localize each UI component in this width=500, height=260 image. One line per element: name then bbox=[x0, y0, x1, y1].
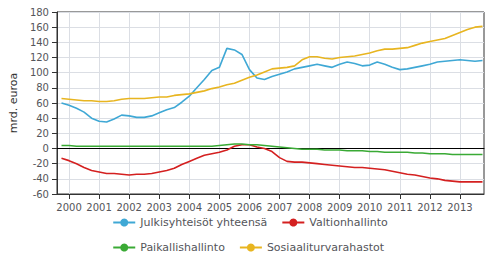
svg-text:2013: 2013 bbox=[447, 202, 472, 213]
svg-text:Paikallishallinto: Paikallishallinto bbox=[140, 241, 225, 254]
svg-text:2006: 2006 bbox=[237, 202, 262, 213]
svg-text:60: 60 bbox=[36, 98, 49, 109]
svg-text:2004: 2004 bbox=[177, 202, 202, 213]
svg-text:-60: -60 bbox=[33, 189, 49, 200]
svg-text:160: 160 bbox=[30, 22, 49, 33]
svg-text:Julkisyhteisöt yhteensä: Julkisyhteisöt yhteensä bbox=[139, 216, 267, 229]
svg-text:2005: 2005 bbox=[207, 202, 232, 213]
svg-text:2002: 2002 bbox=[116, 202, 141, 213]
svg-text:40: 40 bbox=[36, 113, 49, 124]
svg-text:140: 140 bbox=[30, 37, 49, 48]
svg-text:mrd. euroa: mrd. euroa bbox=[7, 73, 20, 134]
svg-text:2012: 2012 bbox=[417, 202, 442, 213]
svg-text:2001: 2001 bbox=[86, 202, 111, 213]
svg-text:20: 20 bbox=[36, 128, 49, 139]
svg-text:2009: 2009 bbox=[327, 202, 352, 213]
svg-text:2008: 2008 bbox=[297, 202, 322, 213]
svg-text:2003: 2003 bbox=[147, 202, 172, 213]
svg-text:2010: 2010 bbox=[357, 202, 382, 213]
svg-text:-40: -40 bbox=[33, 173, 49, 184]
svg-text:2000: 2000 bbox=[56, 202, 81, 213]
svg-text:80: 80 bbox=[36, 82, 49, 93]
svg-text:2011: 2011 bbox=[387, 202, 412, 213]
svg-text:100: 100 bbox=[30, 67, 49, 78]
svg-text:180: 180 bbox=[30, 7, 49, 18]
svg-text:120: 120 bbox=[30, 52, 49, 63]
svg-text:Sosiaaliturvarahastot: Sosiaaliturvarahastot bbox=[267, 241, 385, 254]
svg-text:2007: 2007 bbox=[267, 202, 292, 213]
svg-text:-20: -20 bbox=[33, 158, 49, 169]
svg-text:0: 0 bbox=[43, 143, 49, 154]
svg-text:Valtionhallinto: Valtionhallinto bbox=[309, 216, 388, 229]
